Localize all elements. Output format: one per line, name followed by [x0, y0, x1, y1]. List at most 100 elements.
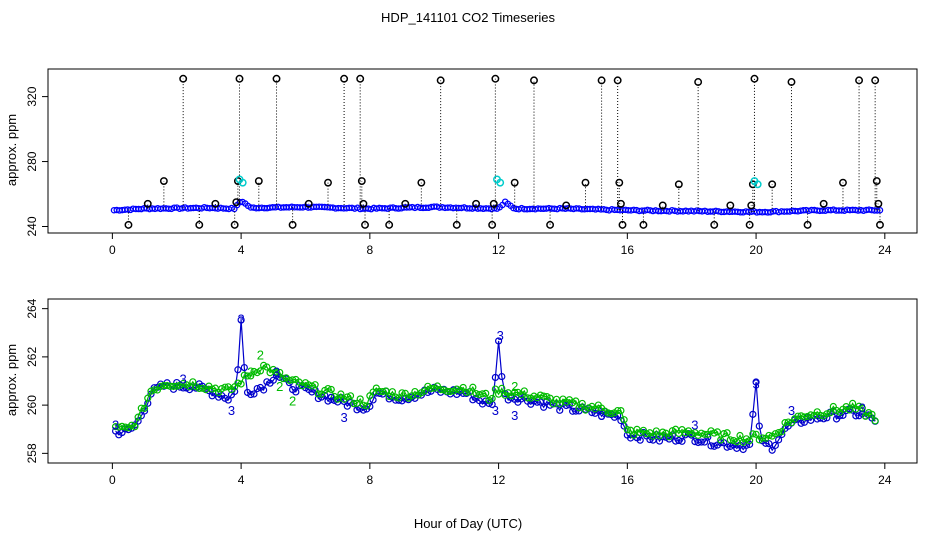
bottom-plot-frame	[47, 298, 918, 464]
series-point-green	[437, 385, 445, 394]
series-point-blue	[762, 439, 770, 447]
outlier-point	[324, 178, 332, 187]
series-point-green	[823, 410, 831, 418]
outlier-point	[254, 177, 263, 185]
outlier-point	[436, 76, 445, 85]
series-point-blue	[263, 378, 271, 386]
series-point-green	[784, 418, 792, 426]
series-point-green	[720, 430, 728, 438]
highlight-point	[753, 180, 762, 189]
series-point-green	[643, 430, 651, 438]
top-xtick-label: 4	[238, 243, 245, 257]
bottom-ytick-label: 262	[25, 347, 39, 367]
outlier-point	[385, 220, 394, 229]
outlier-point	[159, 177, 168, 185]
series-point-green	[630, 431, 638, 439]
series-point-blue	[540, 403, 548, 411]
series-point-green	[272, 368, 281, 376]
outlier-point	[639, 220, 648, 229]
series-point-green	[697, 429, 705, 437]
data-label: 3	[273, 364, 280, 379]
outlier-point	[803, 220, 812, 229]
series-point-green	[173, 382, 181, 390]
series-point-green	[498, 384, 506, 392]
outlier-point	[211, 199, 220, 208]
outlier-point	[674, 180, 683, 189]
series-point-blue	[752, 378, 760, 386]
series-point-green	[134, 413, 142, 421]
series-point-blue	[723, 443, 731, 451]
series-point-green	[807, 411, 815, 419]
bottom-ytick-label: 260	[25, 395, 39, 415]
series-point-green	[324, 384, 332, 393]
series-point-green	[771, 430, 779, 438]
series-point-green	[263, 363, 271, 371]
series-point-green	[237, 380, 245, 388]
series-point-green	[858, 404, 866, 412]
series-point-blue	[746, 440, 754, 448]
data-label: 3	[180, 372, 187, 387]
series-point-green	[363, 402, 371, 410]
outlier-point	[694, 78, 703, 86]
series-point-green	[614, 406, 622, 415]
series-point-green	[401, 389, 409, 397]
outlier-point	[876, 220, 884, 229]
series-point-green	[826, 409, 834, 417]
top-marks	[110, 74, 884, 229]
highlight-point	[238, 178, 247, 187]
series-point-blue	[768, 446, 776, 454]
figure-title: HDP_141101 CO2 Timeseries	[381, 10, 555, 25]
series-point-green	[147, 387, 155, 395]
outlier-point	[546, 220, 555, 229]
outlier-point	[613, 76, 622, 85]
bottom-xtick-label: 0	[109, 473, 116, 487]
series-point-green	[314, 390, 322, 398]
outlier-point	[618, 220, 627, 229]
top-xtick-label: 12	[492, 243, 506, 257]
series-point-blue	[710, 442, 718, 450]
outlier-point	[472, 199, 481, 208]
series-point-blue	[269, 376, 277, 384]
series-point-green	[343, 393, 351, 401]
outlier-point	[361, 220, 369, 229]
series-point-green	[420, 387, 429, 395]
series-line-blue	[115, 319, 876, 452]
series-point-green	[816, 411, 825, 419]
series-point-green	[758, 434, 767, 442]
data-label: 3	[859, 401, 866, 416]
series-point-green	[511, 388, 519, 396]
series-point-green	[578, 399, 586, 408]
series-point-blue	[144, 399, 152, 407]
series-point-green	[546, 394, 554, 402]
series-point-green	[356, 395, 364, 403]
data-label: 3	[511, 408, 518, 423]
data-label: 3	[328, 391, 335, 406]
outlier-point	[615, 178, 624, 187]
series-point-blue	[224, 396, 232, 404]
data-label: 3	[237, 311, 244, 326]
series-point-green	[871, 417, 879, 425]
series-point-green	[868, 410, 876, 418]
outlier-point	[195, 220, 204, 229]
series-point-blue	[240, 363, 248, 372]
series-point-green	[659, 428, 667, 436]
outlier-point	[750, 74, 759, 83]
series-point-green	[746, 437, 754, 445]
series-point-green	[752, 430, 760, 438]
data-label: 2	[276, 379, 283, 394]
top-ytick-label: 280	[25, 151, 39, 171]
bottom-xtick-label: 24	[878, 473, 892, 487]
series-point-blue	[771, 441, 779, 449]
outlier-point	[871, 76, 880, 85]
data-label: 3	[788, 403, 795, 418]
series-point-green	[327, 385, 335, 394]
series-point-green	[308, 382, 316, 390]
outlier-point	[768, 180, 777, 189]
series-point-blue	[597, 412, 606, 420]
outlier-point	[855, 76, 864, 85]
series-point-green	[279, 375, 287, 383]
series-point-green	[379, 387, 387, 396]
outlier-point	[658, 201, 667, 210]
series-point-green	[395, 394, 403, 402]
